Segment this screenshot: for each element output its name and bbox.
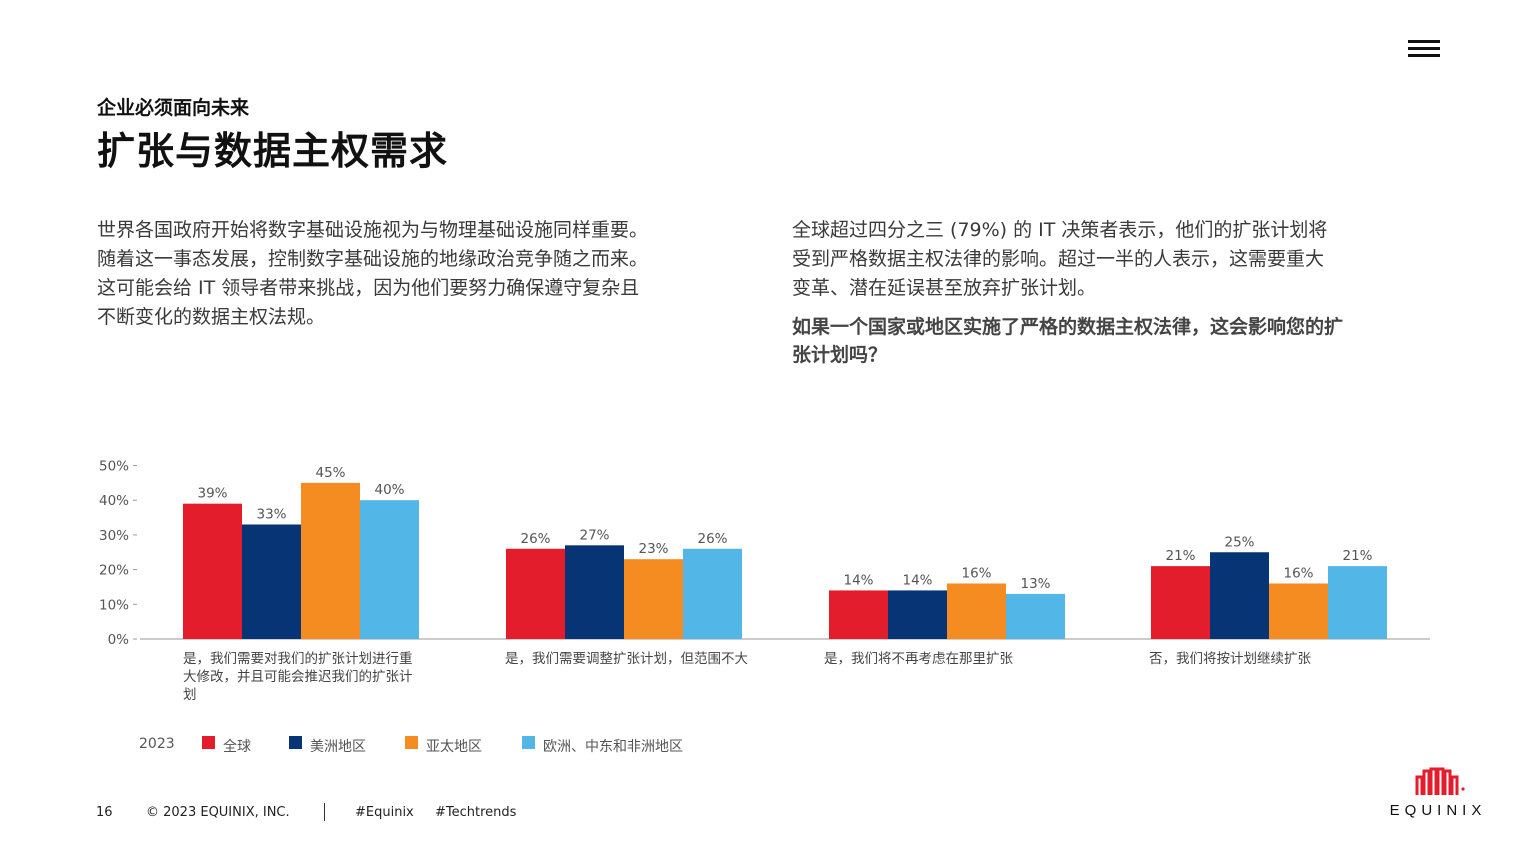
- intro-paragraph: 世界各国政府开始将数字基础设施视为与物理基础设施同样重要。随着这一事态发展，控制…: [97, 219, 649, 328]
- y-tick-label: 40%: [99, 493, 129, 509]
- legend-label: 美洲地区: [310, 739, 366, 755]
- data-label: 23%: [638, 541, 668, 557]
- legend-label: 亚太地区: [426, 739, 482, 755]
- menu-line: [1408, 54, 1440, 57]
- legend-swatch: [202, 736, 215, 749]
- category-label-1: 是，我们需要调整扩张计划，但范围不大: [505, 651, 748, 667]
- bar: [183, 503, 242, 639]
- data-label: 14%: [843, 572, 873, 588]
- bar: [1006, 593, 1065, 639]
- hashtag-equinix-link[interactable]: #Equinix: [355, 805, 414, 820]
- data-label: 26%: [520, 531, 550, 547]
- copyright: © 2023 EQUINIX, INC.: [146, 805, 290, 820]
- data-label: 21%: [1342, 548, 1372, 564]
- equinix-logo: EQUINIX: [1383, 765, 1493, 825]
- bar: [301, 482, 360, 639]
- data-label: 16%: [961, 565, 991, 581]
- legend-swatch: [289, 736, 302, 749]
- bar: [829, 590, 888, 639]
- y-tick-label: 10%: [99, 597, 129, 613]
- data-label: 13%: [1020, 576, 1050, 592]
- bar: [683, 548, 742, 639]
- bar: [1151, 566, 1210, 639]
- stat-paragraph: 全球超过四分之三 (79%) 的 IT 决策者表示，他们的扩张计划将受到严格数据…: [792, 219, 1328, 299]
- data-label: 27%: [579, 527, 609, 543]
- bar: [360, 500, 419, 639]
- bar: [888, 590, 947, 639]
- data-label: 45%: [315, 465, 345, 481]
- category-label-2: 是，我们将不再考虑在那里扩张: [824, 651, 1013, 667]
- hashtag-techtrends-link[interactable]: #Techtrends: [435, 805, 517, 820]
- page-number: 16: [96, 805, 113, 820]
- category-label-3: 否，我们将按计划继续扩张: [1149, 651, 1311, 667]
- data-label: 26%: [697, 531, 727, 547]
- data-label: 14%: [902, 572, 932, 588]
- legend-swatch: [405, 736, 418, 749]
- legend-label: 全球: [223, 739, 251, 755]
- menu-line: [1408, 47, 1440, 50]
- data-label: 33%: [256, 506, 286, 522]
- data-label: 16%: [1283, 565, 1313, 581]
- logo-wordmark: EQUINIX: [1389, 802, 1487, 819]
- y-tick-label: 50%: [99, 459, 129, 475]
- bar: [1210, 552, 1269, 639]
- hamburger-menu-icon[interactable]: [1408, 40, 1442, 60]
- bar: [242, 524, 301, 639]
- bar: [1328, 566, 1387, 639]
- legend-label: 欧洲、中东和非洲地区: [543, 739, 683, 755]
- legend-swatch: [522, 736, 535, 749]
- menu-line: [1408, 40, 1440, 43]
- footer-divider: [324, 803, 325, 821]
- legend-year: 2023: [139, 736, 175, 752]
- y-tick-label: 0%: [108, 632, 130, 648]
- data-label: 21%: [1165, 548, 1195, 564]
- data-label: 39%: [197, 486, 227, 502]
- bar: [1269, 583, 1328, 639]
- bar: [506, 548, 565, 639]
- grouped-bar-chart: 50% 40% 30% 20% 10% 0% 39% 33% 45% 40% 26% 27% 23% 26…: [99, 459, 1430, 648]
- page-title: 扩张与数据主权需求: [97, 129, 449, 173]
- equinix-logo-mark-icon: [1415, 767, 1465, 795]
- category-label-0: 是，我们需要对我们的扩张计划进行重大修改，并且可能会推迟我们的扩张计划: [183, 651, 413, 703]
- bar: [624, 559, 683, 639]
- data-label: 40%: [374, 482, 404, 498]
- data-label: 25%: [1224, 534, 1254, 550]
- y-tick-label: 20%: [99, 563, 129, 579]
- survey-question: 如果一个国家或地区实施了严格的数据主权法律，这会影响您的扩张计划吗？: [792, 316, 1344, 366]
- bar: [565, 545, 624, 639]
- section-eyebrow: 企业必须面向未来: [97, 97, 250, 119]
- y-tick-label: 30%: [99, 528, 129, 544]
- bar: [947, 583, 1006, 639]
